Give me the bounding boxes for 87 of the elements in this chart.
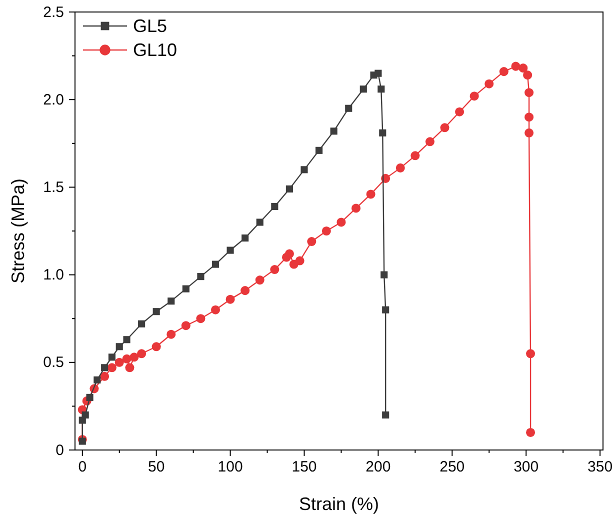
point bbox=[270, 265, 280, 274]
point bbox=[166, 330, 176, 339]
point bbox=[374, 70, 382, 77]
y-tick-label: 0.5 bbox=[43, 354, 64, 372]
point bbox=[78, 438, 86, 445]
point bbox=[379, 129, 386, 136]
point bbox=[380, 271, 388, 278]
point bbox=[425, 137, 434, 146]
y-tick-label: 1.5 bbox=[43, 179, 64, 196]
legend-label: GL5 bbox=[133, 16, 168, 36]
point bbox=[168, 298, 175, 305]
point bbox=[181, 321, 190, 330]
point bbox=[210, 305, 220, 314]
point bbox=[360, 86, 367, 93]
point bbox=[138, 320, 146, 328]
point bbox=[322, 226, 331, 236]
point bbox=[410, 151, 420, 160]
point bbox=[271, 202, 278, 210]
point bbox=[116, 343, 123, 350]
point bbox=[123, 336, 130, 344]
point bbox=[484, 79, 494, 88]
point bbox=[212, 260, 220, 268]
point bbox=[101, 364, 108, 372]
point bbox=[242, 234, 249, 242]
point bbox=[240, 286, 250, 296]
point bbox=[94, 376, 101, 384]
point bbox=[286, 185, 293, 192]
point bbox=[295, 256, 304, 266]
point bbox=[125, 363, 134, 372]
y-tick-label: 1.0 bbox=[43, 266, 64, 284]
point bbox=[307, 237, 316, 246]
point bbox=[526, 349, 536, 358]
point bbox=[524, 128, 534, 138]
point bbox=[182, 285, 190, 292]
point bbox=[351, 204, 361, 213]
point bbox=[524, 112, 534, 122]
x-tick-label: 50 bbox=[148, 458, 165, 476]
x-tick-label: 300 bbox=[514, 458, 539, 476]
point bbox=[396, 163, 405, 172]
x-tick-label: 200 bbox=[366, 458, 391, 476]
point bbox=[440, 123, 450, 132]
point bbox=[226, 294, 235, 304]
point bbox=[196, 314, 206, 324]
point bbox=[300, 166, 308, 174]
point bbox=[523, 70, 532, 80]
point bbox=[499, 67, 508, 76]
point bbox=[378, 86, 385, 93]
point bbox=[100, 372, 110, 381]
y-tick-label: 0 bbox=[56, 442, 64, 459]
point bbox=[284, 249, 294, 258]
point bbox=[114, 358, 124, 367]
point bbox=[108, 354, 116, 361]
point bbox=[107, 363, 116, 372]
x-tick-label: 150 bbox=[292, 458, 317, 476]
point bbox=[526, 428, 536, 437]
x-tick-label: 100 bbox=[218, 458, 243, 476]
point bbox=[255, 276, 264, 285]
point bbox=[382, 411, 390, 418]
point bbox=[82, 411, 89, 418]
legend-label: GL10 bbox=[133, 40, 178, 60]
x-tick-label: 0 bbox=[78, 458, 87, 476]
y-axis-title: Stress (MPa) bbox=[8, 178, 28, 284]
point bbox=[524, 88, 534, 98]
point bbox=[256, 218, 264, 226]
point bbox=[382, 306, 390, 314]
point bbox=[152, 342, 161, 352]
point bbox=[130, 352, 139, 362]
point bbox=[316, 146, 323, 154]
y-tick-label: 2.0 bbox=[43, 91, 64, 108]
point bbox=[152, 308, 160, 316]
point bbox=[197, 273, 204, 280]
point bbox=[122, 354, 132, 364]
point bbox=[137, 349, 146, 358]
x-tick-label: 250 bbox=[440, 458, 465, 476]
point bbox=[366, 190, 376, 199]
point bbox=[330, 128, 338, 135]
x-tick-label: 350 bbox=[588, 458, 613, 476]
point bbox=[86, 394, 94, 401]
x-axis-title: Strain (%) bbox=[298, 494, 380, 514]
point bbox=[518, 64, 528, 73]
y-tick-label: 2.5 bbox=[43, 4, 64, 21]
point bbox=[455, 107, 464, 116]
point bbox=[470, 92, 479, 101]
point bbox=[511, 62, 520, 71]
point bbox=[226, 246, 234, 254]
point bbox=[345, 104, 352, 112]
point bbox=[336, 218, 346, 227]
